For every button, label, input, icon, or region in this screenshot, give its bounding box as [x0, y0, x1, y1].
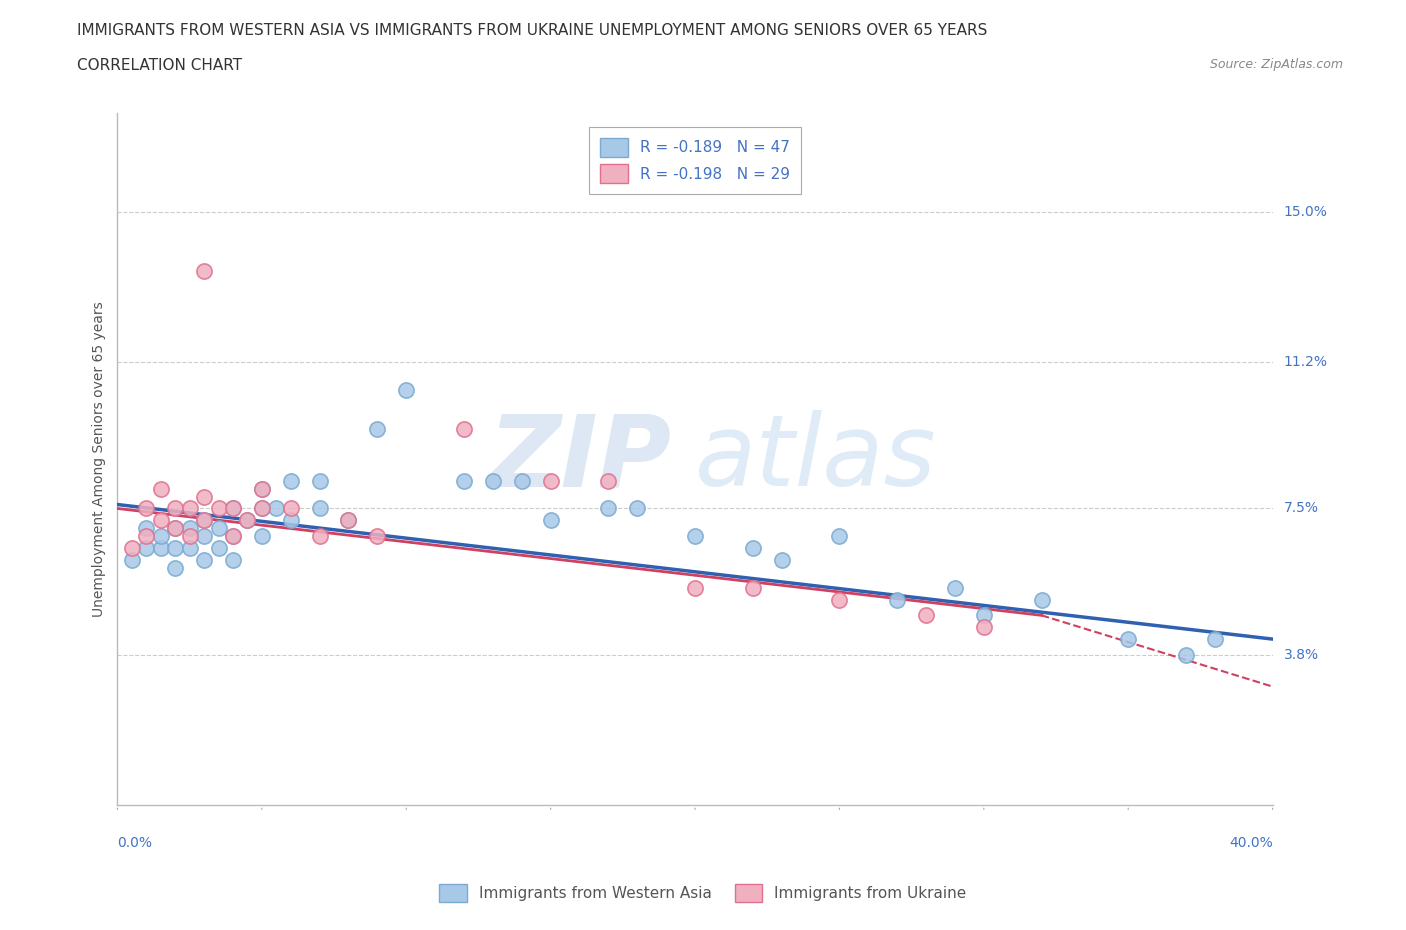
Text: 11.2%: 11.2% — [1284, 355, 1327, 369]
Point — [250, 501, 273, 516]
Point — [250, 501, 273, 516]
Point — [250, 529, 273, 544]
Legend: Immigrants from Western Asia, Immigrants from Ukraine: Immigrants from Western Asia, Immigrants… — [433, 878, 973, 909]
Point — [121, 552, 143, 567]
Text: 7.5%: 7.5% — [1284, 501, 1319, 515]
Point — [308, 529, 330, 544]
Point — [179, 501, 201, 516]
Point — [135, 540, 157, 555]
Point — [280, 513, 302, 528]
Point — [770, 552, 793, 567]
Text: ZIP: ZIP — [489, 410, 672, 508]
Text: 0.0%: 0.0% — [118, 836, 152, 850]
Legend: R = -0.189   N = 47, R = -0.198   N = 29: R = -0.189 N = 47, R = -0.198 N = 29 — [589, 127, 800, 193]
Point — [179, 521, 201, 536]
Point — [236, 513, 259, 528]
Point — [1175, 647, 1198, 662]
Point — [193, 489, 215, 504]
Point — [683, 529, 706, 544]
Point — [121, 540, 143, 555]
Point — [165, 521, 187, 536]
Point — [741, 580, 763, 595]
Text: 3.8%: 3.8% — [1284, 648, 1319, 662]
Text: 15.0%: 15.0% — [1284, 205, 1327, 219]
Point — [149, 529, 172, 544]
Point — [135, 501, 157, 516]
Point — [250, 481, 273, 496]
Y-axis label: Unemployment Among Seniors over 65 years: Unemployment Among Seniors over 65 years — [93, 301, 107, 617]
Point — [482, 473, 505, 488]
Point — [886, 592, 908, 607]
Point — [973, 608, 995, 623]
Point — [193, 513, 215, 528]
Point — [683, 580, 706, 595]
Point — [540, 513, 562, 528]
Point — [626, 501, 648, 516]
Text: CORRELATION CHART: CORRELATION CHART — [77, 58, 242, 73]
Point — [135, 521, 157, 536]
Point — [308, 501, 330, 516]
Point — [149, 513, 172, 528]
Point — [222, 501, 245, 516]
Point — [250, 481, 273, 496]
Point — [222, 552, 245, 567]
Text: atlas: atlas — [695, 410, 936, 508]
Point — [943, 580, 966, 595]
Point — [222, 501, 245, 516]
Point — [193, 529, 215, 544]
Point — [222, 529, 245, 544]
Point — [193, 552, 215, 567]
Point — [973, 619, 995, 634]
Point — [179, 529, 201, 544]
Point — [453, 473, 475, 488]
Point — [1031, 592, 1053, 607]
Point — [193, 263, 215, 278]
Point — [222, 529, 245, 544]
Point — [165, 561, 187, 576]
Point — [280, 501, 302, 516]
Point — [741, 540, 763, 555]
Point — [207, 540, 229, 555]
Point — [165, 540, 187, 555]
Text: IMMIGRANTS FROM WESTERN ASIA VS IMMIGRANTS FROM UKRAINE UNEMPLOYMENT AMONG SENIO: IMMIGRANTS FROM WESTERN ASIA VS IMMIGRAN… — [77, 23, 987, 38]
Point — [366, 422, 388, 437]
Point — [1116, 631, 1139, 646]
Point — [337, 513, 360, 528]
Point — [510, 473, 533, 488]
Point — [149, 540, 172, 555]
Point — [1204, 631, 1226, 646]
Point — [193, 513, 215, 528]
Point — [915, 608, 938, 623]
Point — [280, 473, 302, 488]
Point — [264, 501, 287, 516]
Point — [453, 422, 475, 437]
Point — [207, 521, 229, 536]
Point — [366, 529, 388, 544]
Point — [149, 481, 172, 496]
Point — [598, 501, 620, 516]
Text: Source: ZipAtlas.com: Source: ZipAtlas.com — [1209, 58, 1343, 71]
Point — [165, 521, 187, 536]
Point — [179, 540, 201, 555]
Point — [236, 513, 259, 528]
Point — [165, 501, 187, 516]
Point — [207, 501, 229, 516]
Point — [828, 592, 851, 607]
Point — [598, 473, 620, 488]
Point — [337, 513, 360, 528]
Point — [540, 473, 562, 488]
Point — [395, 382, 418, 397]
Point — [308, 473, 330, 488]
Point — [828, 529, 851, 544]
Text: 40.0%: 40.0% — [1229, 836, 1272, 850]
Point — [135, 529, 157, 544]
